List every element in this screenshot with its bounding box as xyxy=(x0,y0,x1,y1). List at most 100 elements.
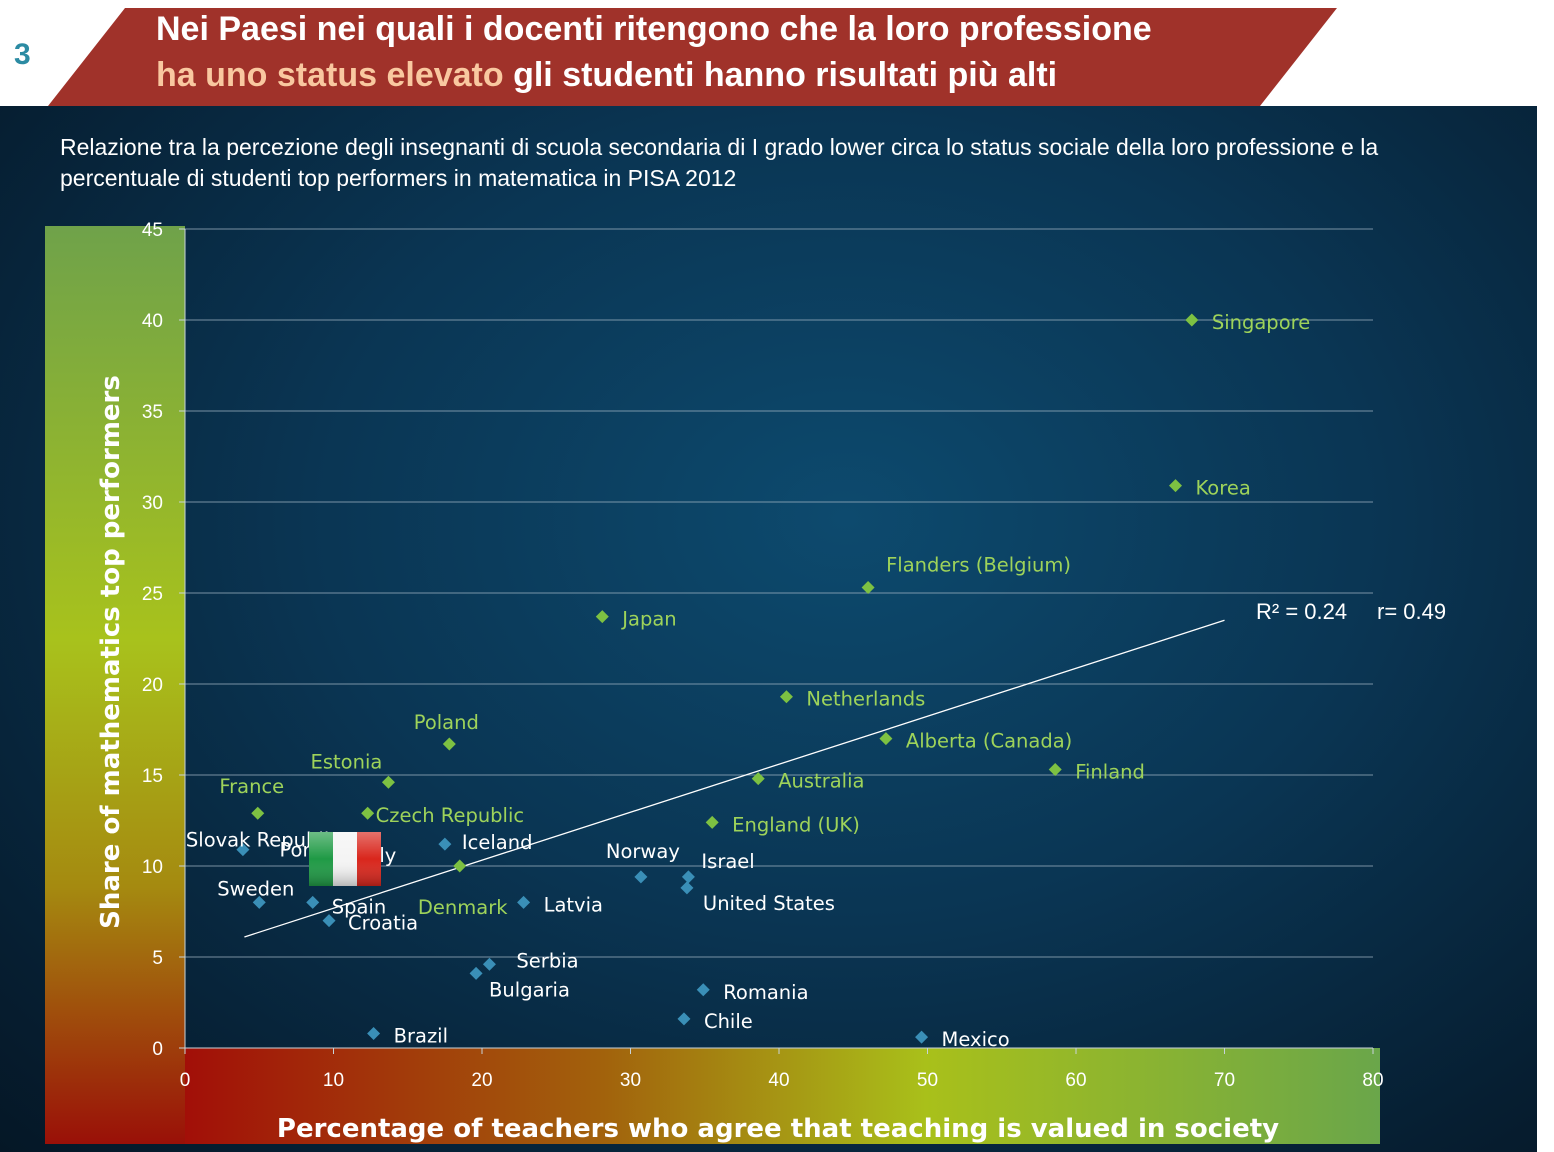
point-label: Sweden xyxy=(217,877,294,900)
point-label: France xyxy=(219,775,284,798)
point-labels: Singapore Korea Flanders (Belgium) Japan Net… xyxy=(186,311,1310,1051)
title-rest: gli studenti hanno risultati più alti xyxy=(503,56,1058,94)
data-point xyxy=(779,690,793,704)
trendline-group xyxy=(244,619,1225,938)
data-point xyxy=(251,806,265,820)
point-label: Latvia xyxy=(544,893,603,916)
axes: 0 5 10 15 20 25 30 35 40 45 0 10 20 30 40 50 60 70 80 xyxy=(142,220,1384,1091)
data-point xyxy=(1168,479,1182,493)
x-tick-label: 10 xyxy=(323,1070,344,1091)
x-tick-label: 30 xyxy=(620,1070,641,1091)
data-point xyxy=(367,1026,381,1040)
point-label: Finland xyxy=(1075,761,1145,784)
point-label: Brazil xyxy=(394,1024,448,1047)
point-label: Czech Republic xyxy=(376,804,524,827)
data-point xyxy=(469,966,483,980)
point-label: Netherlands xyxy=(806,688,925,711)
point-label: Flanders (Belgium) xyxy=(886,554,1071,577)
data-point xyxy=(322,914,336,928)
y-tick-label: 45 xyxy=(142,220,163,241)
point-label: Australia xyxy=(778,770,864,793)
data-point xyxy=(1048,763,1062,777)
y-axis-band xyxy=(45,226,185,1144)
data-point xyxy=(453,859,467,873)
point-label: Alberta (Canada) xyxy=(906,730,1072,753)
x-tick-label: 20 xyxy=(471,1070,492,1091)
x-tick-label: 80 xyxy=(1362,1070,1383,1091)
point-label: Singapore xyxy=(1212,311,1310,334)
y-tick-label: 10 xyxy=(142,857,163,878)
data-point xyxy=(696,983,710,997)
x-tick-label: 70 xyxy=(1214,1070,1235,1091)
x-tick-label: 60 xyxy=(1065,1070,1086,1091)
y-tick-label: 15 xyxy=(142,766,163,787)
data-point xyxy=(879,732,893,746)
slide-title-line-1: Nei Paesi nei quali i docenti ritengono … xyxy=(156,10,1152,48)
r-annotation: r= 0.49 xyxy=(1377,599,1446,624)
r-squared-annotation: R² = 0.24 xyxy=(1256,599,1347,624)
data-point xyxy=(634,870,648,884)
x-axis-label: Percentage of teachers who agree that te… xyxy=(277,1114,1279,1144)
data-point xyxy=(915,1030,929,1044)
data-point xyxy=(361,806,375,820)
data-point xyxy=(677,1012,691,1026)
x-tick-label: 50 xyxy=(917,1070,938,1091)
point-label: Chile xyxy=(704,1010,753,1033)
data-point xyxy=(517,895,531,909)
data-point xyxy=(438,837,452,851)
point-label: Poland xyxy=(414,711,479,734)
point-label: Bulgaria xyxy=(489,978,570,1001)
title-banner xyxy=(48,8,1337,106)
y-tick-label: 30 xyxy=(142,493,163,514)
x-tick-label: 40 xyxy=(768,1070,789,1091)
slide-title-line-2: ha uno status elevato gli studenti hanno… xyxy=(156,56,1057,95)
slide-number: 3 xyxy=(14,38,31,71)
point-label: Denmark xyxy=(418,896,508,919)
y-axis-label: Share of mathematics top performers xyxy=(96,375,126,929)
y-tick-label: 35 xyxy=(142,402,163,423)
italy-flag-icon xyxy=(309,832,381,886)
point-label: Romania xyxy=(723,981,808,1004)
y-tick-label: 5 xyxy=(152,948,163,969)
data-point xyxy=(680,881,694,895)
data-point xyxy=(252,895,266,909)
y-tick-label: 20 xyxy=(142,675,163,696)
y-tick-label: 40 xyxy=(142,311,163,332)
data-point xyxy=(236,843,250,857)
x-axis-band xyxy=(185,1048,1380,1144)
title-highlight: ha uno status elevato xyxy=(156,56,504,94)
data-point xyxy=(595,610,609,624)
point-label: Mexico xyxy=(942,1028,1010,1051)
grid-lines xyxy=(185,228,1373,958)
y-tick-label: 25 xyxy=(142,584,163,605)
trendline xyxy=(244,619,1225,938)
point-label: United States xyxy=(703,892,835,915)
point-label: Croatia xyxy=(348,912,418,935)
point-label: Norway xyxy=(606,840,680,863)
data-point xyxy=(751,772,765,786)
point-label: Slovak Republic xyxy=(186,829,340,852)
point-label: Japan xyxy=(620,608,676,631)
point-label: Israel xyxy=(701,850,754,873)
data-point xyxy=(681,870,695,884)
title-banner-shape xyxy=(48,8,1337,106)
point-label: England (UK) xyxy=(732,813,860,836)
x-tick-label: 0 xyxy=(180,1070,191,1091)
chart-subtitle: Relazione tra la percezione degli insegn… xyxy=(60,134,1379,191)
data-point xyxy=(705,815,719,829)
point-label: Spain xyxy=(332,895,386,918)
data-point xyxy=(381,775,395,789)
data-point xyxy=(442,737,456,751)
data-point xyxy=(306,895,320,909)
point-label: Estonia xyxy=(311,750,383,773)
point-label: Korea xyxy=(1195,477,1250,500)
window-edge xyxy=(1537,0,1554,1152)
point-label: Iceland xyxy=(462,831,533,854)
point-label: Serbia xyxy=(516,949,578,972)
data-point xyxy=(482,957,496,971)
data-point xyxy=(1185,313,1199,327)
data-point xyxy=(861,581,875,595)
y-tick-label: 0 xyxy=(152,1039,163,1060)
